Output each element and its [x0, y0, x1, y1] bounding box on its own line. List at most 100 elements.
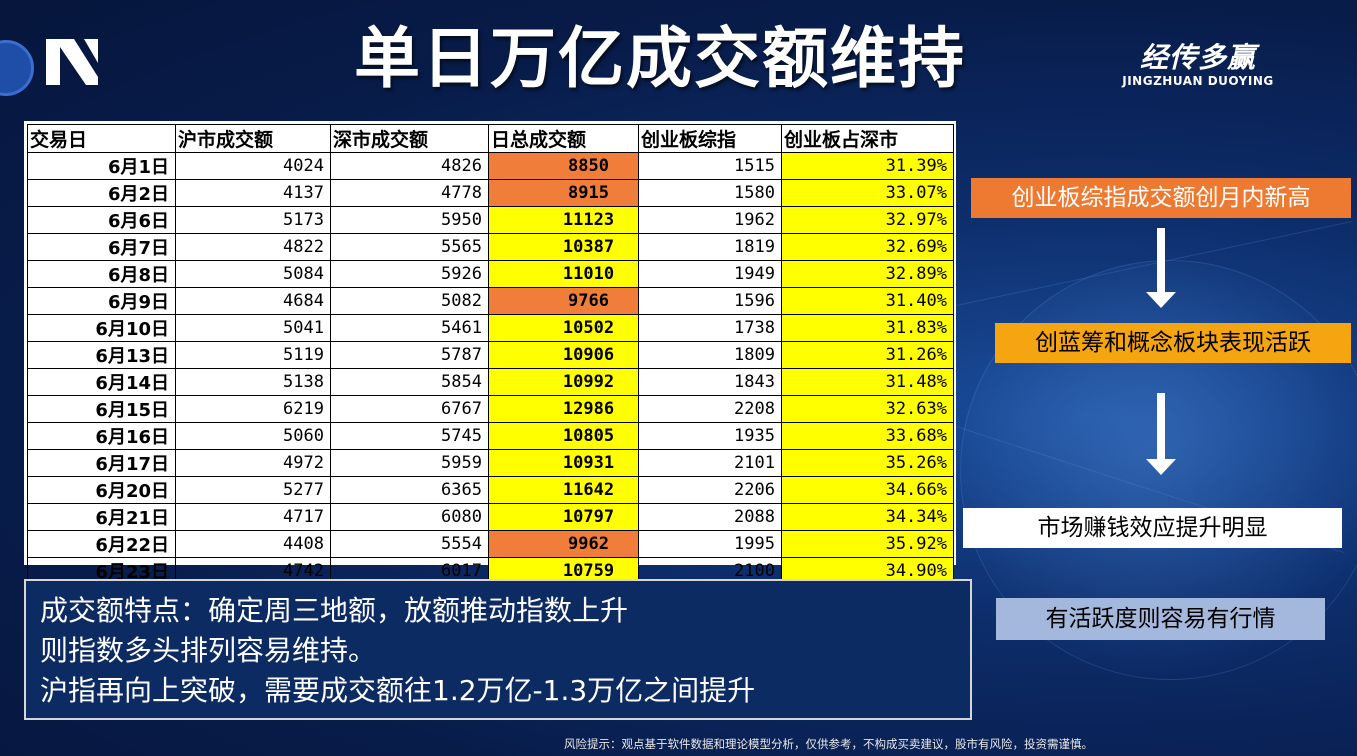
table-row: 6月17日 4972 5959 10931 2101 35.26% — [27, 449, 954, 477]
note-line-1: 成交额特点：确定周三地额，放额推动指数上升 — [40, 594, 629, 627]
cell-chinext-index: 1596 — [638, 287, 782, 315]
table-header-row: 交易日 沪市成交额 深市成交额 日总成交额 创业板综指 创业板占深市 — [27, 124, 954, 153]
cell-sz-turnover: 5745 — [330, 422, 489, 450]
cell-chinext-index: 2206 — [638, 476, 782, 504]
turnover-table-container: 交易日 沪市成交额 深市成交额 日总成交额 创业板综指 创业板占深市 6月1日 4… — [24, 121, 956, 612]
cell-chinext-ratio: 32.97% — [781, 206, 954, 234]
cell-sh-turnover: 5277 — [175, 476, 331, 504]
cell-chinext-ratio: 35.26% — [781, 449, 954, 477]
cell-total-turnover: 11123 — [488, 206, 639, 234]
cell-sz-turnover: 5787 — [330, 341, 489, 369]
cell-trade-date: 6月7日 — [27, 233, 176, 261]
cell-trade-date: 6月6日 — [27, 206, 176, 234]
cell-sz-turnover: 6080 — [330, 503, 489, 531]
cell-sz-turnover: 5950 — [330, 206, 489, 234]
cell-chinext-ratio: 31.26% — [781, 341, 954, 369]
cell-sh-turnover: 4408 — [175, 530, 331, 558]
cell-chinext-index: 1995 — [638, 530, 782, 558]
cell-total-turnover: 10992 — [488, 368, 639, 396]
cell-total-turnover: 9766 — [488, 287, 639, 315]
cell-chinext-ratio: 31.39% — [781, 152, 954, 180]
cell-total-turnover: 11642 — [488, 476, 639, 504]
flow-note: 有活跃度则容易有行情 — [996, 598, 1325, 640]
cell-trade-date: 6月17日 — [27, 449, 176, 477]
table-row: 6月2日 4137 4778 8915 1580 33.07% — [27, 179, 954, 207]
note-line-2: 则指数多头排列容易维持。 — [40, 634, 377, 667]
cell-trade-date: 6月2日 — [27, 179, 176, 207]
cell-trade-date: 6月20日 — [27, 476, 176, 504]
cell-trade-date: 6月13日 — [27, 341, 176, 369]
risk-notice: 风险提示：观点基于软件数据和理论模型分析，仅供参考，不构成买卖建议，股市有风险，… — [564, 737, 1093, 751]
table-row: 6月6日 5173 5950 11123 1962 32.97% — [27, 206, 954, 234]
cell-chinext-index: 2101 — [638, 449, 782, 477]
note-line-3: 沪指再向上突破，需要成交额往1.2万亿-1.3万亿之间提升 — [40, 674, 756, 707]
flow-step-3: 市场赚钱效应提升明显 — [963, 508, 1342, 548]
cell-trade-date: 6月8日 — [27, 260, 176, 288]
cell-sz-turnover: 4778 — [330, 179, 489, 207]
header-chinext-ratio: 创业板占深市 — [781, 124, 954, 153]
cell-chinext-ratio: 35.92% — [781, 530, 954, 558]
cell-chinext-index: 1949 — [638, 260, 782, 288]
cell-sh-turnover: 6219 — [175, 395, 331, 423]
cell-sz-turnover: 5082 — [330, 287, 489, 315]
cell-sh-turnover: 5173 — [175, 206, 331, 234]
brand-name-en: JINGZHUAN DUOYING — [1122, 74, 1274, 88]
down-arrow-icon — [1146, 393, 1176, 477]
cell-chinext-index: 1962 — [638, 206, 782, 234]
cell-total-turnover: 10387 — [488, 233, 639, 261]
cell-chinext-ratio: 31.40% — [781, 287, 954, 315]
cell-chinext-index: 1843 — [638, 368, 782, 396]
cell-sh-turnover: 5041 — [175, 314, 331, 342]
cell-sh-turnover: 5084 — [175, 260, 331, 288]
cell-total-turnover: 12986 — [488, 395, 639, 423]
cell-chinext-index: 1515 — [638, 152, 782, 180]
notes-box: 成交额特点：确定周三地额，放额推动指数上升 则指数多头排列容易维持。 沪指再向上… — [24, 579, 972, 720]
cell-sz-turnover: 4826 — [330, 152, 489, 180]
cell-total-turnover: 10502 — [488, 314, 639, 342]
cell-sh-turnover: 5119 — [175, 341, 331, 369]
cell-chinext-index: 1738 — [638, 314, 782, 342]
cell-chinext-ratio: 32.89% — [781, 260, 954, 288]
cell-chinext-index: 1580 — [638, 179, 782, 207]
cell-sz-turnover: 6365 — [330, 476, 489, 504]
cell-trade-date: 6月15日 — [27, 395, 176, 423]
cell-total-turnover: 10931 — [488, 449, 639, 477]
cell-chinext-index: 1819 — [638, 233, 782, 261]
table-row: 6月13日 5119 5787 10906 1809 31.26% — [27, 341, 954, 369]
page-title: 单日万亿成交额维持 — [354, 20, 966, 97]
cell-trade-date: 6月21日 — [27, 503, 176, 531]
table-row: 6月14日 5138 5854 10992 1843 31.48% — [27, 368, 954, 396]
cell-total-turnover: 10805 — [488, 422, 639, 450]
cell-chinext-index: 1809 — [638, 341, 782, 369]
table-row: 6月9日 4684 5082 9766 1596 31.40% — [27, 287, 954, 315]
cell-sh-turnover: 5138 — [175, 368, 331, 396]
cell-sz-turnover: 5461 — [330, 314, 489, 342]
cell-total-turnover: 8915 — [488, 179, 639, 207]
turnover-table: 交易日 沪市成交额 深市成交额 日总成交额 创业板综指 创业板占深市 6月1日 4… — [27, 124, 954, 612]
table-row: 6月1日 4024 4826 8850 1515 31.39% — [27, 152, 954, 180]
cell-sh-turnover: 4717 — [175, 503, 331, 531]
cell-total-turnover: 9962 — [488, 530, 639, 558]
cell-chinext-ratio: 32.63% — [781, 395, 954, 423]
table-row: 6月8日 5084 5926 11010 1949 32.89% — [27, 260, 954, 288]
table-row: 6月16日 5060 5745 10805 1935 33.68% — [27, 422, 954, 450]
cell-chinext-index: 2208 — [638, 395, 782, 423]
corner-decoration — [0, 40, 34, 96]
cell-trade-date: 6月1日 — [27, 152, 176, 180]
cell-sz-turnover: 5959 — [330, 449, 489, 477]
cell-sz-turnover: 5554 — [330, 530, 489, 558]
cell-sz-turnover: 5565 — [330, 233, 489, 261]
cell-sz-turnover: 5854 — [330, 368, 489, 396]
cell-trade-date: 6月22日 — [27, 530, 176, 558]
flow-step-2: 创蓝筹和概念板块表现活跃 — [995, 323, 1351, 363]
cell-sh-turnover: 4024 — [175, 152, 331, 180]
table-row: 6月10日 5041 5461 10502 1738 31.83% — [27, 314, 954, 342]
cell-total-turnover: 10797 — [488, 503, 639, 531]
cell-total-turnover: 10906 — [488, 341, 639, 369]
table-row: 6月23日 4742 6017 10759 2100 34.90% — [27, 557, 954, 585]
header-total-turnover: 日总成交额 — [488, 124, 639, 153]
header-sh-turnover: 沪市成交额 — [175, 124, 331, 153]
cell-chinext-ratio: 31.83% — [781, 314, 954, 342]
cell-chinext-ratio: 33.68% — [781, 422, 954, 450]
cell-trade-date: 6月14日 — [27, 368, 176, 396]
